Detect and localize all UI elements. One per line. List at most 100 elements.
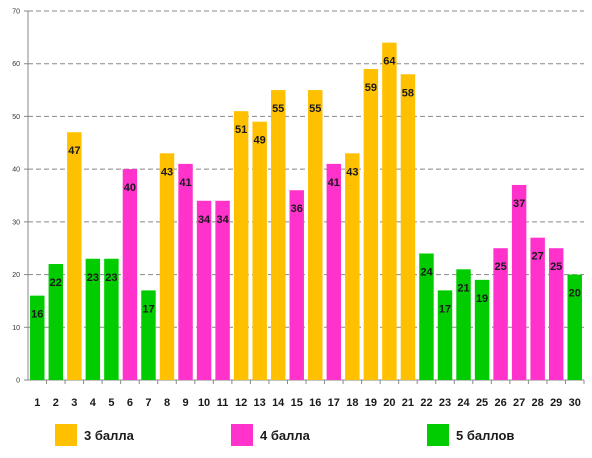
y-tick-label: 20 (12, 272, 20, 279)
data-label: 25 (550, 261, 562, 273)
bar (511, 184, 527, 380)
bar (382, 42, 397, 380)
bar (493, 248, 508, 380)
bar (567, 274, 582, 380)
x-tick-label: 26 (494, 397, 506, 409)
bar (104, 258, 119, 380)
x-tick-label: 30 (569, 397, 581, 409)
y-tick-label: 40 (12, 167, 20, 174)
x-tick-label: 22 (420, 397, 432, 409)
data-label: 43 (161, 166, 173, 178)
x-tick-label: 23 (439, 397, 451, 409)
x-tick-label: 20 (383, 397, 395, 409)
data-label: 16 (31, 309, 43, 321)
bar (326, 163, 342, 380)
bar (159, 153, 175, 380)
y-tick-label: 10 (12, 325, 20, 332)
bar (233, 111, 249, 381)
x-tick-label: 29 (550, 397, 562, 409)
x-tick-label: 27 (513, 397, 525, 409)
data-label: 49 (254, 135, 266, 147)
axes (24, 10, 585, 384)
y-tick-label: 50 (12, 114, 20, 121)
x-tick-label: 7 (145, 397, 151, 409)
x-tick-label: 14 (272, 397, 285, 409)
data-label: 47 (68, 145, 80, 157)
legend-label: 5 баллов (456, 428, 514, 443)
x-tick-label: 5 (108, 397, 114, 409)
data-label: 20 (569, 288, 581, 300)
x-tick-label: 1 (34, 397, 40, 409)
data-label: 55 (272, 103, 284, 115)
data-labels: 16 22 47 23 23 40 17 43 41 34 34 51 49 55 36 55 41 43 59 64… (31, 56, 581, 321)
legend-swatch (55, 424, 77, 446)
x-tick-label: 2 (53, 397, 59, 409)
bar (85, 258, 101, 380)
x-tick-label: 9 (182, 397, 188, 409)
bar (308, 90, 323, 381)
data-label: 51 (235, 124, 247, 136)
data-label: 23 (87, 272, 99, 284)
bar (252, 121, 267, 380)
data-label: 55 (309, 103, 321, 115)
x-tick-label: 3 (71, 397, 77, 409)
data-label: 19 (476, 293, 488, 305)
x-tick-label: 24 (457, 397, 470, 409)
bar (178, 163, 193, 380)
x-tick-label: 6 (127, 397, 133, 409)
x-tick-label: 10 (198, 397, 210, 409)
data-label: 40 (124, 182, 136, 194)
legend: 3 балла 4 балла 5 баллов (55, 424, 514, 446)
data-label: 34 (216, 214, 229, 226)
data-label: 37 (513, 198, 525, 210)
data-label: 23 (105, 272, 117, 284)
x-tick-labels: 1 2 3 4 5 6 7 8 9 10 11 12 13 14 15 16 17 18 19 20 21 22 23 24 2… (34, 397, 581, 409)
data-label: 27 (532, 251, 544, 263)
x-tick-label: 21 (402, 397, 414, 409)
bar (548, 248, 564, 380)
x-tick-label: 19 (365, 397, 377, 409)
y-tick-label: 60 (12, 61, 20, 68)
x-tick-label: 16 (309, 397, 321, 409)
bar (456, 269, 471, 380)
bar (419, 253, 434, 380)
bar (530, 237, 545, 380)
bar (474, 279, 490, 380)
data-label: 17 (439, 303, 451, 315)
data-label: 58 (402, 87, 414, 99)
bar (67, 132, 82, 380)
legend-swatch (427, 424, 449, 446)
x-tick-label: 28 (532, 397, 544, 409)
data-label: 21 (457, 282, 469, 294)
bar (48, 264, 64, 380)
y-tick-label: 0 (16, 378, 20, 385)
x-tick-label: 13 (254, 397, 266, 409)
bar (270, 90, 286, 381)
data-label: 59 (365, 82, 377, 94)
x-tick-label: 12 (235, 397, 247, 409)
x-tick-label: 18 (346, 397, 358, 409)
data-label: 36 (291, 203, 303, 215)
bar (437, 290, 453, 380)
x-tick-label: 4 (90, 397, 97, 409)
data-label: 25 (494, 261, 506, 273)
bar (196, 200, 212, 380)
x-tick-label: 8 (164, 397, 170, 409)
legend-label: 4 балла (260, 428, 311, 443)
bars (30, 42, 582, 381)
bar (141, 290, 156, 380)
data-label: 64 (383, 56, 396, 68)
bar (30, 295, 45, 380)
bar (400, 74, 416, 380)
data-label: 22 (50, 277, 62, 289)
x-tick-label: 11 (217, 397, 229, 409)
x-tick-label: 25 (476, 397, 488, 409)
gridlines (28, 10, 584, 328)
y-tick-label: 30 (12, 219, 20, 226)
y-tick-label: 70 (12, 9, 20, 16)
x-tick-label: 17 (328, 397, 340, 409)
legend-swatch (231, 424, 253, 446)
data-label: 17 (142, 303, 154, 315)
bar (122, 169, 138, 380)
